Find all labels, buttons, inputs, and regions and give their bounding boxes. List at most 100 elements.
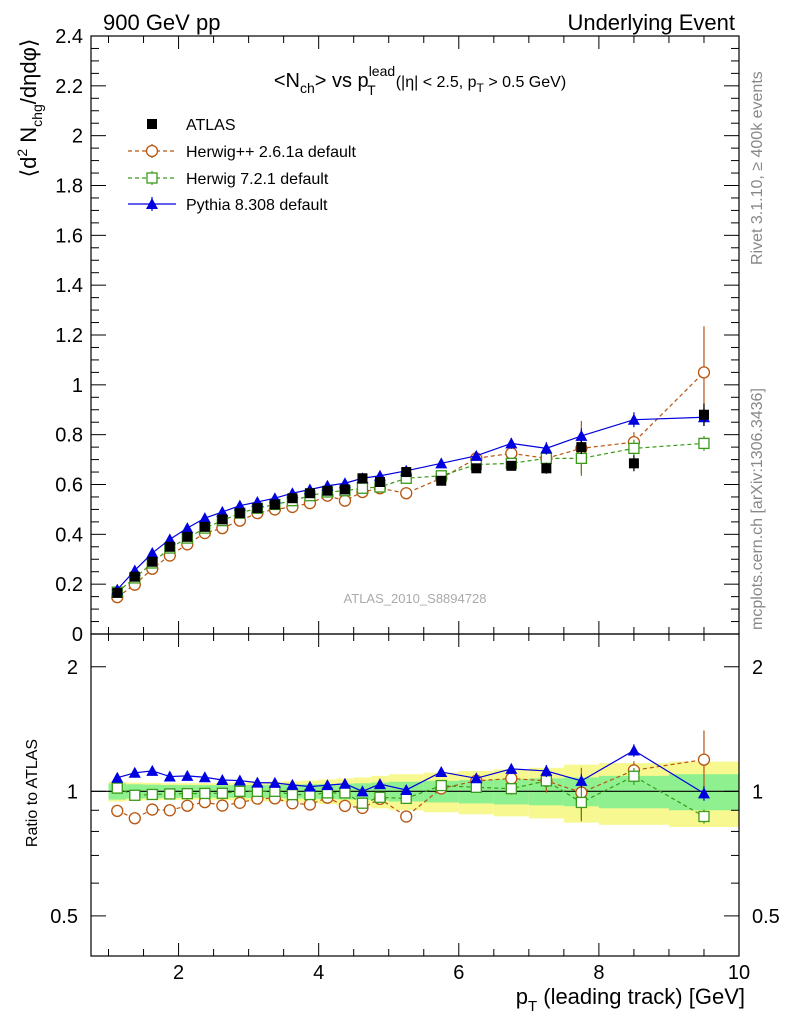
ratio-line-2 — [117, 775, 705, 818]
ratio-point — [286, 778, 299, 790]
ratio-point — [540, 775, 553, 787]
legend-label: ATLAS — [186, 117, 236, 134]
ratio-point — [400, 810, 413, 823]
ratio-point — [435, 765, 448, 777]
ratio-point — [146, 788, 158, 801]
ratio-point — [233, 796, 247, 809]
data-point — [199, 521, 210, 532]
data-point — [698, 409, 709, 420]
data-point — [628, 458, 639, 469]
data-point — [181, 522, 194, 534]
series-line-3 — [116, 416, 704, 591]
ratio-series — [111, 730, 711, 825]
ratio-point — [268, 776, 281, 788]
data-point — [129, 571, 140, 582]
y-tick-label: 1.8 — [55, 176, 83, 198]
data-point — [435, 457, 448, 469]
ratio-point — [628, 770, 640, 782]
data-point — [198, 512, 211, 524]
x-tick-label: 10 — [728, 962, 750, 984]
y-tick-label: 0.4 — [55, 524, 83, 546]
ratio-point — [164, 788, 176, 800]
ratio-point — [373, 778, 386, 790]
data-point — [401, 467, 412, 478]
x-axis-label: pT (leading track) [GeV] — [516, 984, 745, 1015]
legend-label: Herwig++ 2.6.1a default — [186, 144, 356, 161]
data-point — [164, 541, 175, 552]
data-point — [627, 413, 640, 425]
legend-label: Pythia 8.308 default — [186, 197, 328, 214]
data-point — [233, 499, 246, 511]
ratio-point — [233, 774, 246, 786]
ratio-point — [356, 797, 369, 809]
ratio-point — [505, 772, 518, 785]
ratio-point — [339, 787, 351, 799]
data-point — [436, 475, 447, 486]
ratio-point — [400, 783, 413, 795]
ratio-y-axis-label: Ratio to ATLAS — [24, 739, 41, 847]
ratio-point — [111, 771, 124, 783]
ratio-point — [470, 772, 483, 784]
ratio-axes: 2 4 6 8 10 0.5 0.5 1 1 2 2 — [50, 634, 780, 984]
data-point — [400, 487, 413, 500]
data-point — [338, 494, 352, 507]
ratio-point — [505, 783, 517, 795]
data-point — [470, 449, 483, 461]
ratio-tick-label-right: 2 — [752, 657, 763, 679]
analysis-label: ATLAS_2010_S8894728 — [344, 591, 487, 606]
ratio-tick-label-right: 0.5 — [752, 906, 780, 928]
y-tick-label: 2.4 — [55, 26, 83, 48]
ratio-point — [216, 799, 229, 812]
data-point — [304, 488, 315, 499]
ratio-point — [146, 803, 159, 816]
mcplots-label: mcplots.cern.ch [arXiv:1306.3436] — [749, 388, 766, 630]
data-point — [356, 482, 369, 494]
data-point — [576, 442, 587, 453]
y-tick-label: 0.2 — [55, 574, 83, 596]
ratio-point — [575, 796, 588, 809]
ratio-point — [505, 762, 518, 774]
ratio-point — [575, 774, 588, 786]
ratio-point — [111, 804, 124, 818]
data-point — [541, 463, 552, 474]
ratio-point — [163, 804, 176, 817]
ratio-point — [321, 779, 334, 791]
data-point — [182, 531, 193, 542]
x-tick-label: 6 — [453, 962, 464, 984]
y-tick-label: 1.2 — [55, 325, 83, 347]
ratio-point — [697, 753, 711, 766]
data-point — [322, 485, 333, 496]
x-tick-label: 2 — [173, 962, 184, 984]
ratio-point — [181, 788, 193, 800]
ratio-point — [435, 779, 447, 792]
ratio-point — [199, 787, 211, 800]
ratio-point — [128, 812, 141, 825]
legend-marker — [145, 144, 159, 158]
ratio-point — [303, 780, 316, 792]
y-tick-label: 1 — [72, 375, 83, 397]
x-tick-label: 8 — [593, 962, 604, 984]
x-tick-label: 4 — [313, 962, 324, 984]
data-point — [339, 484, 350, 495]
ratio-tick-label-right: 1 — [752, 781, 763, 803]
legend-marker — [146, 198, 158, 209]
ratio-point — [216, 773, 229, 785]
data-point — [575, 452, 588, 464]
ratio-tick-label: 2 — [67, 657, 78, 679]
data-point — [575, 429, 588, 441]
data-point — [471, 463, 482, 474]
ratio-frame — [90, 633, 740, 957]
main-series — [111, 326, 711, 604]
legend-marker — [147, 119, 157, 129]
data-point — [540, 452, 553, 464]
data-point — [287, 493, 298, 504]
legend-label: Herwig 7.2.1 default — [186, 171, 329, 188]
data-point — [540, 442, 553, 454]
ratio-point — [698, 810, 710, 823]
rivet-version-label: Rivet 3.1.10, ≥ 400k events — [749, 71, 766, 265]
series-line-1 — [116, 371, 705, 598]
data-point — [163, 533, 176, 545]
y-tick-label: 2 — [72, 126, 83, 148]
data-point — [505, 447, 518, 460]
ratio-point — [129, 789, 141, 801]
